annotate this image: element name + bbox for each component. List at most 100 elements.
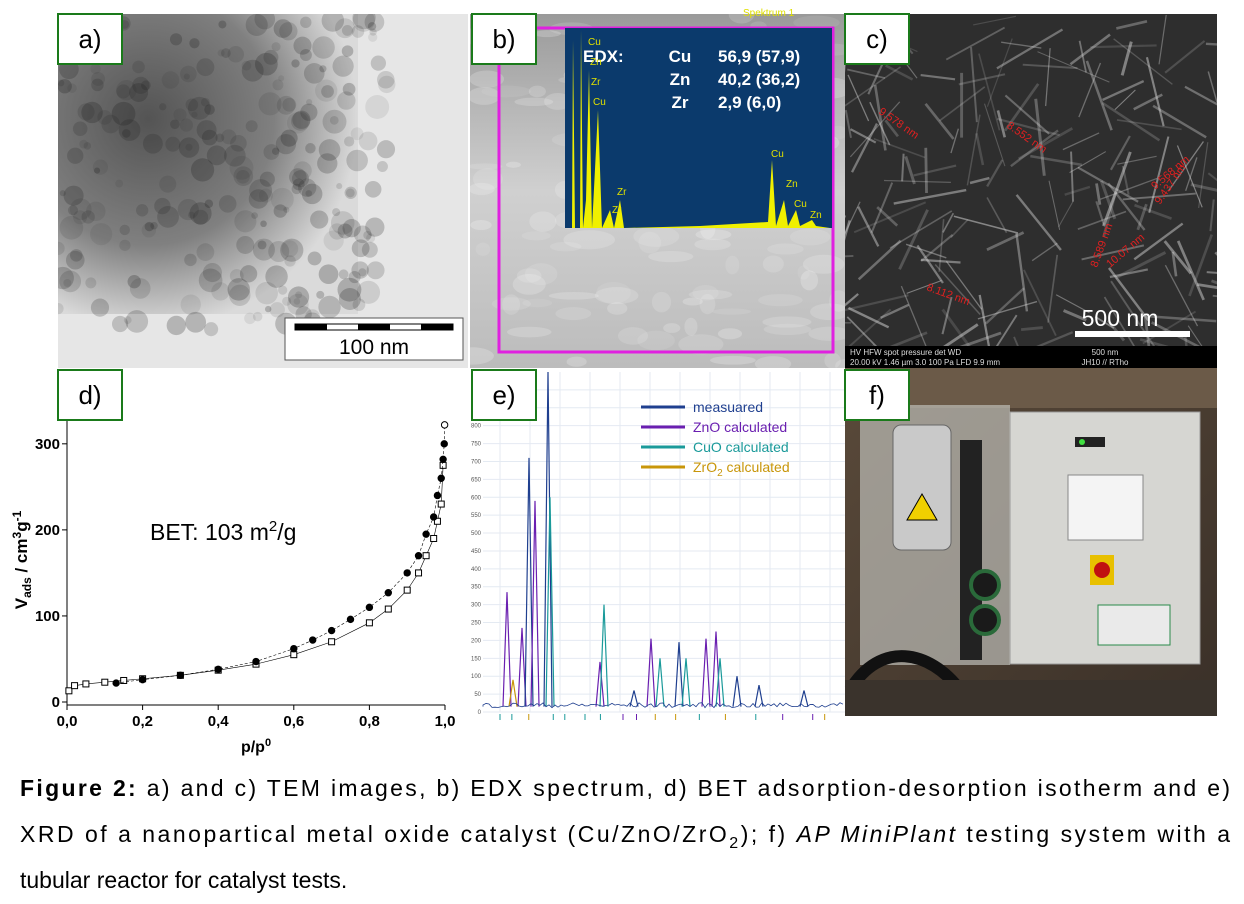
fiber bbox=[1069, 33, 1111, 66]
particle bbox=[346, 149, 368, 172]
point bbox=[403, 586, 411, 594]
particle bbox=[352, 14, 375, 32]
particle bbox=[211, 282, 230, 301]
edx-value: 40,2 (36,2) bbox=[718, 70, 800, 89]
fiber bbox=[1048, 180, 1061, 230]
particle bbox=[352, 298, 366, 312]
fiber bbox=[1015, 233, 1029, 312]
particle bbox=[79, 139, 89, 149]
particle bbox=[350, 127, 364, 141]
panel-f bbox=[844, 368, 1217, 716]
particle bbox=[376, 140, 396, 159]
fiber bbox=[857, 239, 902, 281]
edx-inset bbox=[565, 28, 832, 228]
fiber bbox=[870, 182, 894, 234]
point bbox=[422, 530, 430, 538]
particle bbox=[234, 210, 257, 233]
fiber bbox=[938, 219, 945, 272]
peak-label: Zr bbox=[591, 77, 601, 88]
fiber bbox=[1185, 157, 1198, 192]
annotation: BET: 103 m2/g bbox=[150, 518, 296, 545]
point bbox=[433, 491, 442, 500]
particle bbox=[85, 277, 97, 289]
fiber bbox=[1062, 309, 1087, 322]
point bbox=[327, 626, 336, 635]
fiber bbox=[1100, 177, 1158, 200]
legend-text: ZnO calculated bbox=[693, 419, 787, 435]
particle bbox=[249, 179, 273, 202]
particle bbox=[332, 55, 354, 77]
particle bbox=[241, 60, 252, 71]
fiber bbox=[1077, 166, 1139, 203]
particle bbox=[293, 298, 301, 305]
y-tick-label: 700 bbox=[471, 459, 482, 465]
particle bbox=[263, 49, 279, 65]
particle bbox=[280, 238, 304, 262]
caption-text: ); f) bbox=[741, 821, 794, 847]
particle bbox=[278, 285, 288, 295]
particle bbox=[200, 97, 210, 107]
warning-sign bbox=[906, 492, 938, 521]
particle bbox=[187, 96, 211, 120]
particle bbox=[318, 295, 341, 319]
fiber bbox=[973, 15, 1017, 26]
particle bbox=[270, 187, 294, 211]
particle bbox=[67, 205, 78, 216]
schematic bbox=[1067, 474, 1144, 541]
particle bbox=[59, 270, 82, 293]
fiber bbox=[1069, 151, 1107, 174]
particle bbox=[116, 80, 137, 101]
y-tick-label: 0 bbox=[478, 710, 482, 716]
info-bar bbox=[845, 346, 1217, 368]
fiber bbox=[942, 212, 955, 233]
fiber bbox=[1037, 51, 1110, 83]
particle bbox=[90, 63, 101, 75]
particle bbox=[358, 131, 378, 151]
particle bbox=[132, 76, 150, 94]
texture bbox=[663, 323, 681, 333]
texture bbox=[699, 293, 716, 315]
point bbox=[439, 455, 447, 464]
particle bbox=[318, 139, 341, 161]
fiber bbox=[1136, 203, 1148, 231]
y-tick-label: 300 bbox=[471, 603, 482, 609]
edx-element: Cu bbox=[669, 47, 692, 66]
particle bbox=[72, 121, 88, 136]
point bbox=[214, 665, 222, 673]
point bbox=[290, 644, 298, 653]
texture bbox=[566, 356, 587, 367]
particle bbox=[185, 311, 207, 333]
texture bbox=[521, 231, 551, 241]
fiber bbox=[845, 220, 851, 241]
fiber bbox=[920, 233, 954, 262]
fiber bbox=[1158, 14, 1167, 65]
particle bbox=[196, 243, 215, 261]
y-tick-label: 100 bbox=[35, 608, 60, 625]
fiber bbox=[1133, 222, 1184, 261]
fiber bbox=[920, 258, 961, 264]
particle bbox=[348, 271, 361, 284]
y-tick-label: 300 bbox=[35, 436, 60, 453]
particle bbox=[271, 42, 281, 52]
y-tick-label: 200 bbox=[35, 522, 60, 539]
fiber bbox=[1077, 210, 1127, 230]
fiber bbox=[1207, 172, 1217, 182]
particle bbox=[265, 265, 288, 288]
particle bbox=[352, 14, 376, 30]
particle bbox=[218, 195, 237, 213]
particle bbox=[272, 79, 284, 91]
x-tick-label: 0,6 bbox=[283, 713, 304, 730]
particle bbox=[337, 223, 353, 239]
fiber bbox=[1094, 316, 1115, 329]
particle bbox=[287, 286, 310, 308]
texture bbox=[516, 268, 542, 283]
y-tick-label: 450 bbox=[471, 549, 482, 555]
particle bbox=[206, 145, 227, 166]
particle bbox=[69, 198, 92, 221]
particle bbox=[342, 219, 361, 238]
point bbox=[65, 687, 73, 695]
fiber bbox=[916, 244, 944, 284]
particle bbox=[81, 210, 95, 224]
texture bbox=[717, 328, 743, 340]
texture bbox=[533, 30, 561, 38]
